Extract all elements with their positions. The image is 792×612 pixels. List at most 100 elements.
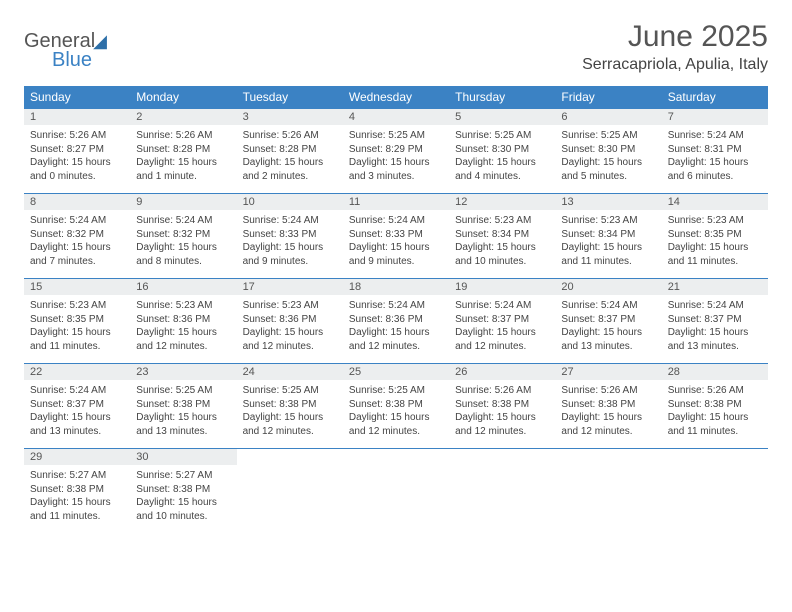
sunset-line: Sunset: 8:38 PM <box>349 398 443 412</box>
sunset-line: Sunset: 8:36 PM <box>243 313 337 327</box>
sunset-line: Sunset: 8:37 PM <box>30 398 124 412</box>
sunset-line: Sunset: 8:30 PM <box>561 143 655 157</box>
daylight-line: Daylight: 15 hours and 12 minutes. <box>455 411 549 438</box>
sunrise-line: Sunrise: 5:24 AM <box>668 129 762 143</box>
sunset-line: Sunset: 8:32 PM <box>30 228 124 242</box>
day-content-cell: Sunrise: 5:24 AMSunset: 8:32 PMDaylight:… <box>24 210 130 279</box>
sunrise-line: Sunrise: 5:25 AM <box>136 384 230 398</box>
sunrise-line: Sunrise: 5:25 AM <box>349 384 443 398</box>
day-content-cell: Sunrise: 5:25 AMSunset: 8:38 PMDaylight:… <box>343 380 449 449</box>
day-content-cell: Sunrise: 5:24 AMSunset: 8:37 PMDaylight:… <box>24 380 130 449</box>
day-number-cell <box>343 449 449 466</box>
daylight-line: Daylight: 15 hours and 7 minutes. <box>30 241 124 268</box>
day-content-cell: Sunrise: 5:24 AMSunset: 8:31 PMDaylight:… <box>662 125 768 194</box>
weekday-header: Tuesday <box>237 86 343 109</box>
sunrise-line: Sunrise: 5:23 AM <box>136 299 230 313</box>
day-number-cell <box>237 449 343 466</box>
sunrise-line: Sunrise: 5:27 AM <box>30 469 124 483</box>
day-content-cell <box>662 465 768 533</box>
logo-blue: Blue <box>24 49 107 72</box>
day-content-cell: Sunrise: 5:23 AMSunset: 8:34 PMDaylight:… <box>449 210 555 279</box>
day-number-cell: 11 <box>343 194 449 211</box>
content-row: Sunrise: 5:24 AMSunset: 8:37 PMDaylight:… <box>24 380 768 449</box>
day-content-cell: Sunrise: 5:24 AMSunset: 8:33 PMDaylight:… <box>343 210 449 279</box>
weekday-header: Thursday <box>449 86 555 109</box>
day-number-cell: 28 <box>662 364 768 381</box>
sunrise-line: Sunrise: 5:24 AM <box>455 299 549 313</box>
day-number-cell: 10 <box>237 194 343 211</box>
sunrise-line: Sunrise: 5:24 AM <box>243 214 337 228</box>
day-content-cell: Sunrise: 5:23 AMSunset: 8:36 PMDaylight:… <box>130 295 236 364</box>
day-content-cell <box>555 465 661 533</box>
logo-sail-icon: ◢ <box>93 31 107 51</box>
sunset-line: Sunset: 8:28 PM <box>243 143 337 157</box>
day-content-cell: Sunrise: 5:23 AMSunset: 8:36 PMDaylight:… <box>237 295 343 364</box>
sunrise-line: Sunrise: 5:27 AM <box>136 469 230 483</box>
day-number-cell: 14 <box>662 194 768 211</box>
daylight-line: Daylight: 15 hours and 13 minutes. <box>668 326 762 353</box>
sunrise-line: Sunrise: 5:26 AM <box>30 129 124 143</box>
daylight-line: Daylight: 15 hours and 11 minutes. <box>668 241 762 268</box>
day-number-cell: 12 <box>449 194 555 211</box>
sunset-line: Sunset: 8:38 PM <box>30 483 124 497</box>
month-title: June 2025 <box>582 20 768 54</box>
day-content-cell: Sunrise: 5:23 AMSunset: 8:35 PMDaylight:… <box>24 295 130 364</box>
day-content-cell: Sunrise: 5:26 AMSunset: 8:38 PMDaylight:… <box>449 380 555 449</box>
daylight-line: Daylight: 15 hours and 1 minute. <box>136 156 230 183</box>
sunset-line: Sunset: 8:30 PM <box>455 143 549 157</box>
day-number-cell: 20 <box>555 279 661 296</box>
daynum-row: 2930 <box>24 449 768 466</box>
day-number-cell: 17 <box>237 279 343 296</box>
content-row: Sunrise: 5:26 AMSunset: 8:27 PMDaylight:… <box>24 125 768 194</box>
day-number-cell: 21 <box>662 279 768 296</box>
day-content-cell: Sunrise: 5:25 AMSunset: 8:38 PMDaylight:… <box>130 380 236 449</box>
daylight-line: Daylight: 15 hours and 2 minutes. <box>243 156 337 183</box>
sunset-line: Sunset: 8:34 PM <box>561 228 655 242</box>
daylight-line: Daylight: 15 hours and 11 minutes. <box>668 411 762 438</box>
calendar-table: Sunday Monday Tuesday Wednesday Thursday… <box>24 86 768 533</box>
daylight-line: Daylight: 15 hours and 11 minutes. <box>30 326 124 353</box>
sunset-line: Sunset: 8:31 PM <box>668 143 762 157</box>
sunset-line: Sunset: 8:28 PM <box>136 143 230 157</box>
daylight-line: Daylight: 15 hours and 3 minutes. <box>349 156 443 183</box>
daylight-line: Daylight: 15 hours and 12 minutes. <box>243 411 337 438</box>
day-content-cell <box>343 465 449 533</box>
day-content-cell: Sunrise: 5:27 AMSunset: 8:38 PMDaylight:… <box>24 465 130 533</box>
sunset-line: Sunset: 8:37 PM <box>561 313 655 327</box>
day-content-cell: Sunrise: 5:24 AMSunset: 8:37 PMDaylight:… <box>449 295 555 364</box>
daylight-line: Daylight: 15 hours and 11 minutes. <box>561 241 655 268</box>
daylight-line: Daylight: 15 hours and 12 minutes. <box>349 326 443 353</box>
title-block: June 2025 Serracapriola, Apulia, Italy <box>582 20 768 74</box>
day-content-cell: Sunrise: 5:25 AMSunset: 8:30 PMDaylight:… <box>555 125 661 194</box>
day-number-cell <box>662 449 768 466</box>
weekday-header-row: Sunday Monday Tuesday Wednesday Thursday… <box>24 86 768 109</box>
day-number-cell: 26 <box>449 364 555 381</box>
day-content-cell: Sunrise: 5:24 AMSunset: 8:36 PMDaylight:… <box>343 295 449 364</box>
sunrise-line: Sunrise: 5:23 AM <box>30 299 124 313</box>
sunset-line: Sunset: 8:38 PM <box>455 398 549 412</box>
sunset-line: Sunset: 8:37 PM <box>668 313 762 327</box>
day-content-cell: Sunrise: 5:24 AMSunset: 8:33 PMDaylight:… <box>237 210 343 279</box>
sunset-line: Sunset: 8:35 PM <box>30 313 124 327</box>
weekday-header: Monday <box>130 86 236 109</box>
sunrise-line: Sunrise: 5:26 AM <box>243 129 337 143</box>
sunset-line: Sunset: 8:33 PM <box>349 228 443 242</box>
sunset-line: Sunset: 8:36 PM <box>136 313 230 327</box>
weekday-header: Sunday <box>24 86 130 109</box>
day-number-cell: 8 <box>24 194 130 211</box>
sunrise-line: Sunrise: 5:24 AM <box>136 214 230 228</box>
day-content-cell: Sunrise: 5:26 AMSunset: 8:28 PMDaylight:… <box>237 125 343 194</box>
daylight-line: Daylight: 15 hours and 9 minutes. <box>349 241 443 268</box>
sunrise-line: Sunrise: 5:25 AM <box>561 129 655 143</box>
sunset-line: Sunset: 8:34 PM <box>455 228 549 242</box>
sunrise-line: Sunrise: 5:26 AM <box>455 384 549 398</box>
weekday-header: Saturday <box>662 86 768 109</box>
day-number-cell: 24 <box>237 364 343 381</box>
day-number-cell: 7 <box>662 109 768 126</box>
day-number-cell <box>555 449 661 466</box>
sunset-line: Sunset: 8:35 PM <box>668 228 762 242</box>
weekday-header: Friday <box>555 86 661 109</box>
daylight-line: Daylight: 15 hours and 13 minutes. <box>30 411 124 438</box>
daylight-line: Daylight: 15 hours and 12 minutes. <box>243 326 337 353</box>
sunrise-line: Sunrise: 5:25 AM <box>455 129 549 143</box>
